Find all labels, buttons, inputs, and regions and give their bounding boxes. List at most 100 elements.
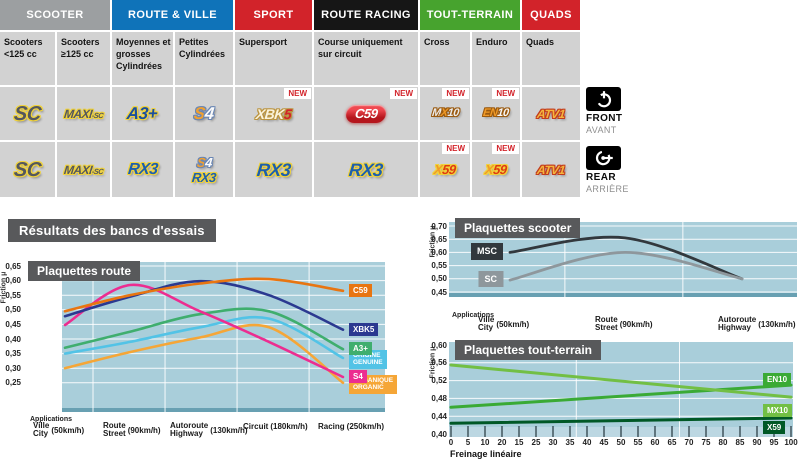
x-category-speed: (90km/h) bbox=[127, 425, 161, 435]
product-logo-maxi-sc: MAXI-SC bbox=[63, 163, 104, 177]
plot-canvas bbox=[449, 222, 797, 297]
x-category-speed: (50km/h) bbox=[496, 319, 530, 329]
x-category-fr: Circuit bbox=[243, 422, 269, 431]
product-cell-front-s4: S4 bbox=[175, 87, 233, 140]
x-category-speed: (250km/h) bbox=[346, 422, 385, 431]
logo-text: RX3 bbox=[255, 159, 292, 180]
logo-text: RX3 bbox=[191, 169, 217, 185]
x-tick-label: 20 bbox=[497, 438, 507, 447]
logo-text: 10 bbox=[496, 107, 510, 119]
x-category-fr: Autoroute bbox=[170, 421, 209, 430]
product-cell-front-atv1: ATV1 bbox=[522, 87, 580, 140]
x-category-speed: (180km/h) bbox=[270, 422, 308, 431]
applications-label: Applications bbox=[30, 416, 73, 423]
plot-canvas bbox=[62, 262, 385, 412]
subcategory-scooters-125-cc: Scooters <125 cc bbox=[0, 32, 55, 85]
series-line-s4 bbox=[63, 283, 345, 379]
logo-text: C59 bbox=[354, 105, 379, 121]
category-header-tout-terrain: TOUT-TERRAIN bbox=[420, 0, 520, 30]
product-logo-s4: S4 bbox=[193, 104, 215, 123]
section-title: Résultats des bancs d'essais bbox=[8, 219, 216, 242]
y-tick-label: 0,70 bbox=[431, 221, 447, 231]
series-label-sc: SC bbox=[478, 271, 503, 288]
subcategory-moyennes-et-grosses-cylindr-es: Moyennes et grosses Cylindrées bbox=[112, 32, 173, 85]
product-logo-rx3: RX3 bbox=[348, 159, 384, 180]
product-cell-rear-rx3: RX3 bbox=[235, 142, 312, 197]
category-header-scooter: SCOOTER bbox=[0, 0, 110, 30]
x-category-circuit: Circuit (180km/h) bbox=[243, 422, 308, 431]
x-category-names: Autoroute Highway bbox=[170, 421, 209, 439]
logo-text: XBK bbox=[254, 105, 285, 122]
front-legend: FRONT AVANT bbox=[586, 87, 656, 135]
logo-text: SC bbox=[12, 102, 43, 125]
y-tick-label: 0,48 bbox=[431, 393, 447, 403]
x-category-names: Route Street bbox=[103, 421, 126, 439]
x-category-en: Highway bbox=[718, 323, 751, 333]
product-logo-a3: A3+ bbox=[126, 104, 159, 123]
logo-text: RX3 bbox=[348, 159, 384, 180]
x-category-speed: (50km/h) bbox=[51, 425, 85, 435]
product-logo-x59: X59 bbox=[484, 162, 507, 177]
y-tick-label: 0,60 bbox=[5, 276, 21, 286]
y-tick-label: 0,40 bbox=[5, 334, 21, 344]
x-category-speed: (130km/h) bbox=[758, 319, 796, 329]
product-logo-sc: SC bbox=[12, 102, 43, 125]
product-cell-rear-x59: NEW X59 bbox=[472, 142, 520, 197]
product-cell-rear-rx3: RX3 bbox=[314, 142, 418, 197]
series-label-x59: X59 bbox=[763, 421, 786, 435]
x-category-names: Ville City bbox=[478, 315, 494, 333]
y-tick-label: 0,50 bbox=[5, 305, 21, 315]
y-tick-label: 0,65 bbox=[5, 261, 21, 271]
new-badge: NEW bbox=[390, 88, 417, 99]
new-badge: NEW bbox=[442, 143, 469, 154]
y-tick-label: 0,55 bbox=[431, 261, 447, 271]
series-line-en10 bbox=[449, 383, 793, 409]
series-line-xbk5 bbox=[63, 279, 345, 331]
plot-bottom-strip bbox=[449, 293, 797, 297]
front-sublabel: AVANT bbox=[586, 125, 617, 135]
series-label-msc: MSC bbox=[471, 243, 503, 260]
y-tick-label: 0,60 bbox=[431, 340, 447, 350]
logo-text: A3+ bbox=[126, 104, 159, 123]
product-logo-mx10: MX10 bbox=[431, 107, 459, 119]
product-logo-en10: EN10 bbox=[483, 107, 510, 119]
series-label-line: GENUINE bbox=[353, 359, 383, 367]
x-category-names: Autoroute Highway bbox=[718, 315, 757, 333]
logo-text: 4 bbox=[203, 104, 215, 123]
x-tick-label: 45 bbox=[599, 438, 609, 447]
x-tick-label: 60 bbox=[650, 438, 660, 447]
product-cell-rear-maxi-sc: MAXI-SC bbox=[57, 142, 110, 197]
product-logo-rx3: RX3 bbox=[126, 160, 159, 178]
x-category-fr: Autoroute bbox=[718, 315, 757, 324]
series-line-sc bbox=[508, 250, 744, 282]
y-tick-label: 0,50 bbox=[431, 274, 447, 284]
x-tick-label: 15 bbox=[514, 438, 524, 447]
logo-text: ATV1 bbox=[536, 106, 566, 121]
product-logo-xbk5: XBK5 bbox=[254, 105, 293, 122]
x-category-names: Ville City bbox=[33, 421, 49, 439]
x-category-speed: (90km/h) bbox=[619, 319, 653, 329]
series-label-c59: C59 bbox=[349, 283, 372, 297]
product-logo-s4-rx3: S4 bbox=[196, 155, 212, 170]
series-line-mx10 bbox=[449, 363, 793, 399]
x-tick-label: 35 bbox=[565, 438, 575, 447]
plot-canvas bbox=[449, 342, 793, 437]
series-label-line: ORIGINE bbox=[353, 352, 381, 359]
x-category-route: Route Street (90km/h) bbox=[595, 315, 653, 333]
new-badge: NEW bbox=[492, 143, 519, 154]
x-category-en: Street bbox=[103, 429, 126, 439]
x-tick-label: 10 bbox=[480, 438, 490, 447]
logo-text: -SC bbox=[91, 110, 104, 120]
logo-text: RX3 bbox=[126, 160, 159, 178]
category-header-quads: QUADS bbox=[522, 0, 580, 30]
x-category-autoroute: Autoroute Highway (130km/h) bbox=[718, 315, 796, 333]
x-category-fr: Racing bbox=[318, 422, 345, 431]
series-label-en10: EN10 bbox=[763, 373, 792, 387]
series-line-msc bbox=[508, 235, 744, 281]
y-tick-label: 0,60 bbox=[431, 247, 447, 257]
logo-text: 5 bbox=[283, 105, 293, 122]
product-cell-front-c59: NEW C59 bbox=[314, 87, 418, 140]
product-logo-sc: SC bbox=[13, 159, 42, 181]
product-logo-atv1: ATV1 bbox=[536, 106, 566, 121]
y-tick-label: 0,56 bbox=[431, 358, 447, 368]
